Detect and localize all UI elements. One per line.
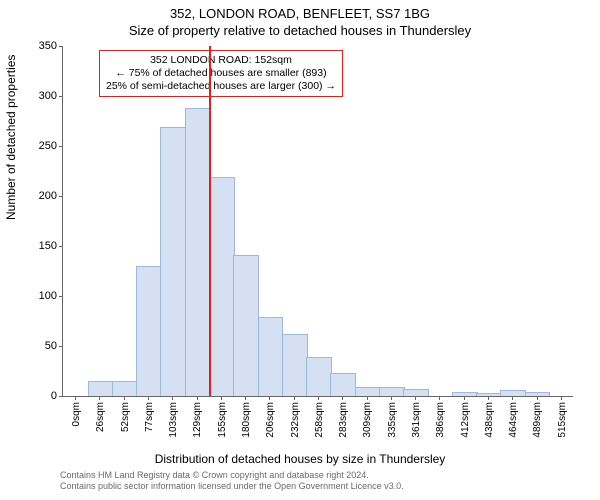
x-tick-mark [415,396,416,400]
annotation-line1: 352 LONDON ROAD: 152sqm [106,54,336,67]
x-tick-mark [269,396,270,400]
x-tick-label: 26sqm [95,402,106,432]
histogram-bar [282,334,308,396]
histogram-bar [306,357,332,396]
x-tick-label: 283sqm [338,402,349,438]
x-tick-label: 464sqm [508,402,519,438]
y-tick-mark [59,346,63,347]
x-tick-mark [464,396,465,400]
histogram-bar [452,392,478,396]
histogram-bar [160,127,186,396]
histogram-bar [258,317,284,396]
x-tick-label: 515sqm [557,402,568,438]
x-tick-mark [172,396,173,400]
histogram-bar [355,387,381,396]
y-tick-mark [59,46,63,47]
x-tick-mark [318,396,319,400]
x-tick-label: 386sqm [435,402,446,438]
y-tick-label: 350 [17,40,63,52]
histogram-bar [209,177,235,396]
y-tick-label: 100 [17,290,63,302]
y-tick-label: 250 [17,140,63,152]
x-tick-mark [99,396,100,400]
histogram-bar [88,381,114,396]
x-tick-mark [197,396,198,400]
x-tick-label: 489sqm [532,402,543,438]
histogram-bar [233,255,259,396]
x-tick-mark [512,396,513,400]
x-tick-label: 335sqm [387,402,398,438]
chart-title-address: 352, LONDON ROAD, BENFLEET, SS7 1BG [0,0,600,21]
x-tick-label: 206sqm [265,402,276,438]
x-tick-label: 77sqm [144,402,155,432]
x-tick-mark [75,396,76,400]
y-tick-label: 50 [17,340,63,352]
plot-area: 352 LONDON ROAD: 152sqm ← 75% of detache… [62,46,573,397]
histogram-bar [379,387,405,396]
x-tick-mark [537,396,538,400]
footer-line1: Contains HM Land Registry data © Crown c… [60,470,404,481]
x-axis-label: Distribution of detached houses by size … [0,452,600,466]
x-tick-label: 361sqm [411,402,422,438]
y-tick-label: 0 [17,390,63,402]
x-tick-mark [561,396,562,400]
reference-line [209,46,211,396]
y-tick-label: 300 [17,90,63,102]
x-tick-label: 180sqm [241,402,252,438]
x-tick-label: 155sqm [217,402,228,438]
chart-container: 352, LONDON ROAD, BENFLEET, SS7 1BG Size… [0,0,600,500]
y-tick-mark [59,246,63,247]
chart-title-subtitle: Size of property relative to detached ho… [0,21,600,38]
x-tick-mark [294,396,295,400]
annotation-box: 352 LONDON ROAD: 152sqm ← 75% of detache… [99,50,343,97]
y-tick-mark [59,296,63,297]
x-tick-mark [391,396,392,400]
y-tick-mark [59,396,63,397]
annotation-line2: ← 75% of detached houses are smaller (89… [106,67,336,80]
x-tick-mark [148,396,149,400]
histogram-bar [112,381,138,396]
x-tick-label: 103sqm [168,402,179,438]
x-tick-label: 438sqm [484,402,495,438]
histogram-bar [330,373,356,396]
histogram-bar [185,108,211,396]
x-tick-mark [245,396,246,400]
y-tick-label: 150 [17,240,63,252]
x-tick-label: 52sqm [120,402,131,432]
x-tick-mark [342,396,343,400]
x-tick-mark [367,396,368,400]
x-tick-mark [439,396,440,400]
x-tick-mark [221,396,222,400]
y-tick-mark [59,146,63,147]
y-tick-mark [59,196,63,197]
x-tick-label: 129sqm [192,402,203,438]
x-tick-mark [488,396,489,400]
footer-attribution: Contains HM Land Registry data © Crown c… [60,470,404,493]
x-tick-mark [124,396,125,400]
x-tick-label: 0sqm [71,402,82,426]
y-tick-label: 200 [17,190,63,202]
histogram-bar [403,389,429,396]
x-tick-label: 258sqm [314,402,325,438]
x-tick-label: 412sqm [460,402,471,438]
y-axis-label: Number of detached properties [4,55,18,220]
histogram-bar [136,266,162,396]
footer-line2: Contains public sector information licen… [60,481,404,492]
x-tick-label: 232sqm [290,402,301,438]
x-tick-label: 309sqm [362,402,373,438]
annotation-line3: 25% of semi-detached houses are larger (… [106,80,336,93]
y-tick-mark [59,96,63,97]
